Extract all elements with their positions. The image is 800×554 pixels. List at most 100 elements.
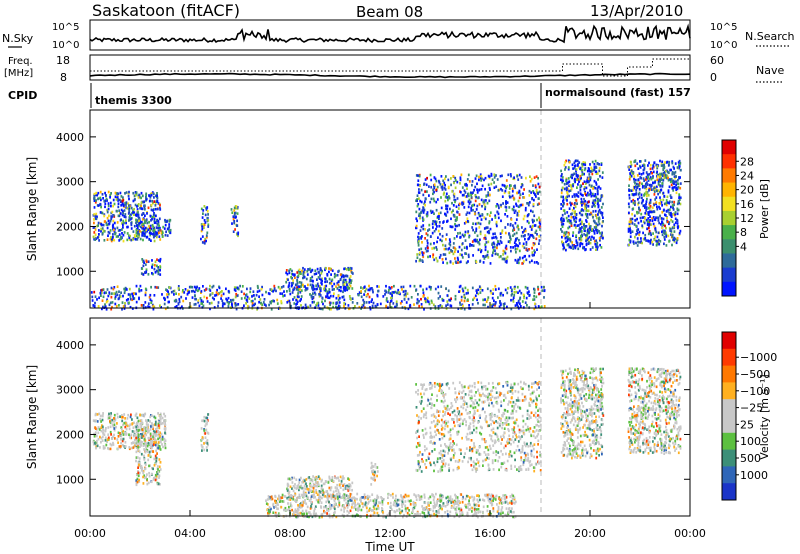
echo-cell	[467, 173, 470, 177]
echo-cell	[163, 437, 166, 441]
echo-cell	[298, 481, 301, 484]
echo-cell	[351, 301, 354, 304]
echo-cell	[570, 222, 573, 225]
echo-cell	[483, 178, 485, 182]
echo-cell	[465, 261, 468, 265]
nave-tick-bottom: 0	[710, 71, 717, 84]
echo-cell	[534, 306, 537, 309]
echo-cell	[468, 180, 471, 183]
echo-cell	[147, 450, 149, 454]
echo-cell	[454, 198, 457, 202]
echo-cell	[321, 269, 323, 273]
echo-cell	[260, 288, 263, 291]
echo-cell	[673, 240, 676, 243]
echo-cell	[298, 496, 301, 499]
echo-cell	[585, 243, 588, 247]
echo-cell	[307, 305, 309, 309]
echo-cell	[108, 214, 110, 218]
echo-cell	[207, 443, 209, 447]
echo-cell	[585, 225, 588, 228]
echo-cell	[433, 229, 436, 233]
echo-cell	[573, 219, 576, 223]
echo-cell	[673, 167, 675, 170]
echo-cell	[205, 288, 207, 291]
echo-cell	[488, 175, 491, 178]
echo-cell	[579, 242, 582, 245]
colorbar-segment	[722, 267, 736, 283]
echo-cell	[276, 298, 279, 302]
echo-cell	[304, 487, 307, 491]
echo-cell	[313, 476, 316, 480]
echo-cell	[638, 196, 641, 199]
echo-cell	[95, 446, 97, 450]
echo-cell	[523, 214, 526, 218]
echo-cell	[124, 288, 127, 292]
echo-cell	[670, 177, 673, 181]
echo-cell	[580, 176, 582, 180]
echo-cell	[468, 198, 471, 202]
echo-cell	[112, 204, 114, 208]
echo-cell	[114, 292, 117, 295]
echo-cell	[159, 483, 161, 486]
echo-cell	[114, 191, 117, 195]
echo-cell	[332, 305, 334, 309]
echo-cell	[133, 211, 136, 214]
echo-cell	[485, 300, 488, 303]
echo-cell	[482, 255, 485, 258]
echo-cell	[116, 226, 119, 230]
echo-cell	[667, 208, 670, 212]
echo-cell	[452, 242, 455, 245]
echo-cell	[673, 230, 676, 233]
echo-cell	[145, 475, 147, 479]
echo-cell	[297, 285, 300, 288]
echo-cell	[499, 174, 502, 178]
echo-cell	[501, 229, 504, 232]
echo-cell	[449, 495, 452, 498]
echo-cell	[455, 205, 458, 208]
echo-cell	[566, 192, 569, 196]
echo-cell	[306, 270, 309, 273]
echo-cell	[343, 302, 346, 305]
echo-cell	[417, 183, 420, 187]
echo-cell	[441, 297, 444, 301]
echo-cell	[154, 441, 157, 444]
echo-cell	[324, 299, 326, 303]
echo-cell	[488, 220, 491, 223]
echo-cell	[673, 223, 676, 226]
echo-cell	[645, 192, 648, 195]
echo-cell	[226, 300, 229, 304]
echo-cell	[643, 184, 646, 188]
echo-cell	[307, 496, 309, 499]
echo-cell	[521, 256, 524, 260]
echo-cell	[647, 177, 649, 180]
echo-cell	[647, 226, 650, 230]
echo-cell	[163, 302, 166, 306]
echo-cell	[418, 207, 421, 211]
echo-cell	[597, 178, 599, 181]
echo-cell	[463, 299, 466, 303]
echo-cell	[563, 246, 565, 250]
echo-cell	[592, 199, 595, 202]
echo-cell	[478, 242, 481, 246]
echo-cell	[446, 261, 449, 265]
echo-cell	[146, 444, 149, 448]
echo-cell	[350, 499, 353, 502]
echo-cell	[679, 202, 682, 206]
echo-cell	[285, 271, 288, 275]
echo-cell	[537, 305, 540, 308]
echo-cell	[435, 208, 438, 212]
echo-cell	[291, 283, 293, 287]
echo-cell	[113, 427, 116, 430]
echo-cell	[482, 303, 485, 307]
echo-cell	[628, 178, 631, 181]
echo-cell	[531, 224, 534, 228]
echo-cell	[122, 212, 124, 215]
echo-cell	[672, 226, 675, 229]
echo-cell	[157, 270, 160, 274]
echo-cell	[109, 421, 112, 425]
echo-cell	[515, 238, 517, 241]
echo-cell	[111, 418, 114, 422]
echo-cell	[338, 301, 341, 304]
echo-cell	[164, 444, 166, 447]
echo-cell	[517, 299, 520, 303]
